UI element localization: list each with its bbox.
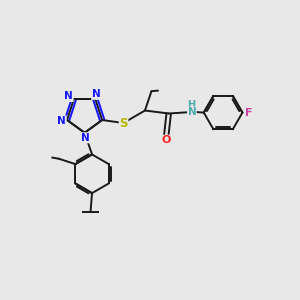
Text: N: N xyxy=(92,89,100,99)
Text: N: N xyxy=(57,116,66,126)
Text: S: S xyxy=(119,116,128,130)
Text: N: N xyxy=(188,107,196,117)
Text: N: N xyxy=(81,133,90,143)
Text: N: N xyxy=(64,92,73,101)
Text: H: H xyxy=(187,100,195,110)
Text: O: O xyxy=(162,135,171,145)
Text: F: F xyxy=(245,108,253,118)
